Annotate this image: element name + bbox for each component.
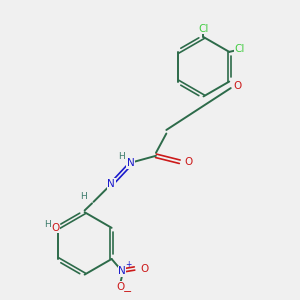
Text: Cl: Cl [235, 44, 245, 55]
Text: H: H [44, 220, 51, 229]
Text: H: H [118, 152, 124, 161]
Text: O: O [140, 263, 148, 274]
Text: O: O [51, 223, 59, 233]
Text: N: N [118, 266, 126, 277]
Text: H: H [80, 192, 87, 201]
Text: N: N [127, 158, 135, 168]
Text: Cl: Cl [198, 24, 209, 34]
Text: +: + [125, 260, 132, 269]
Text: O: O [233, 81, 242, 91]
Text: O: O [116, 282, 125, 292]
Text: N: N [107, 179, 115, 189]
Text: −: − [122, 287, 132, 297]
Text: O: O [184, 157, 192, 167]
